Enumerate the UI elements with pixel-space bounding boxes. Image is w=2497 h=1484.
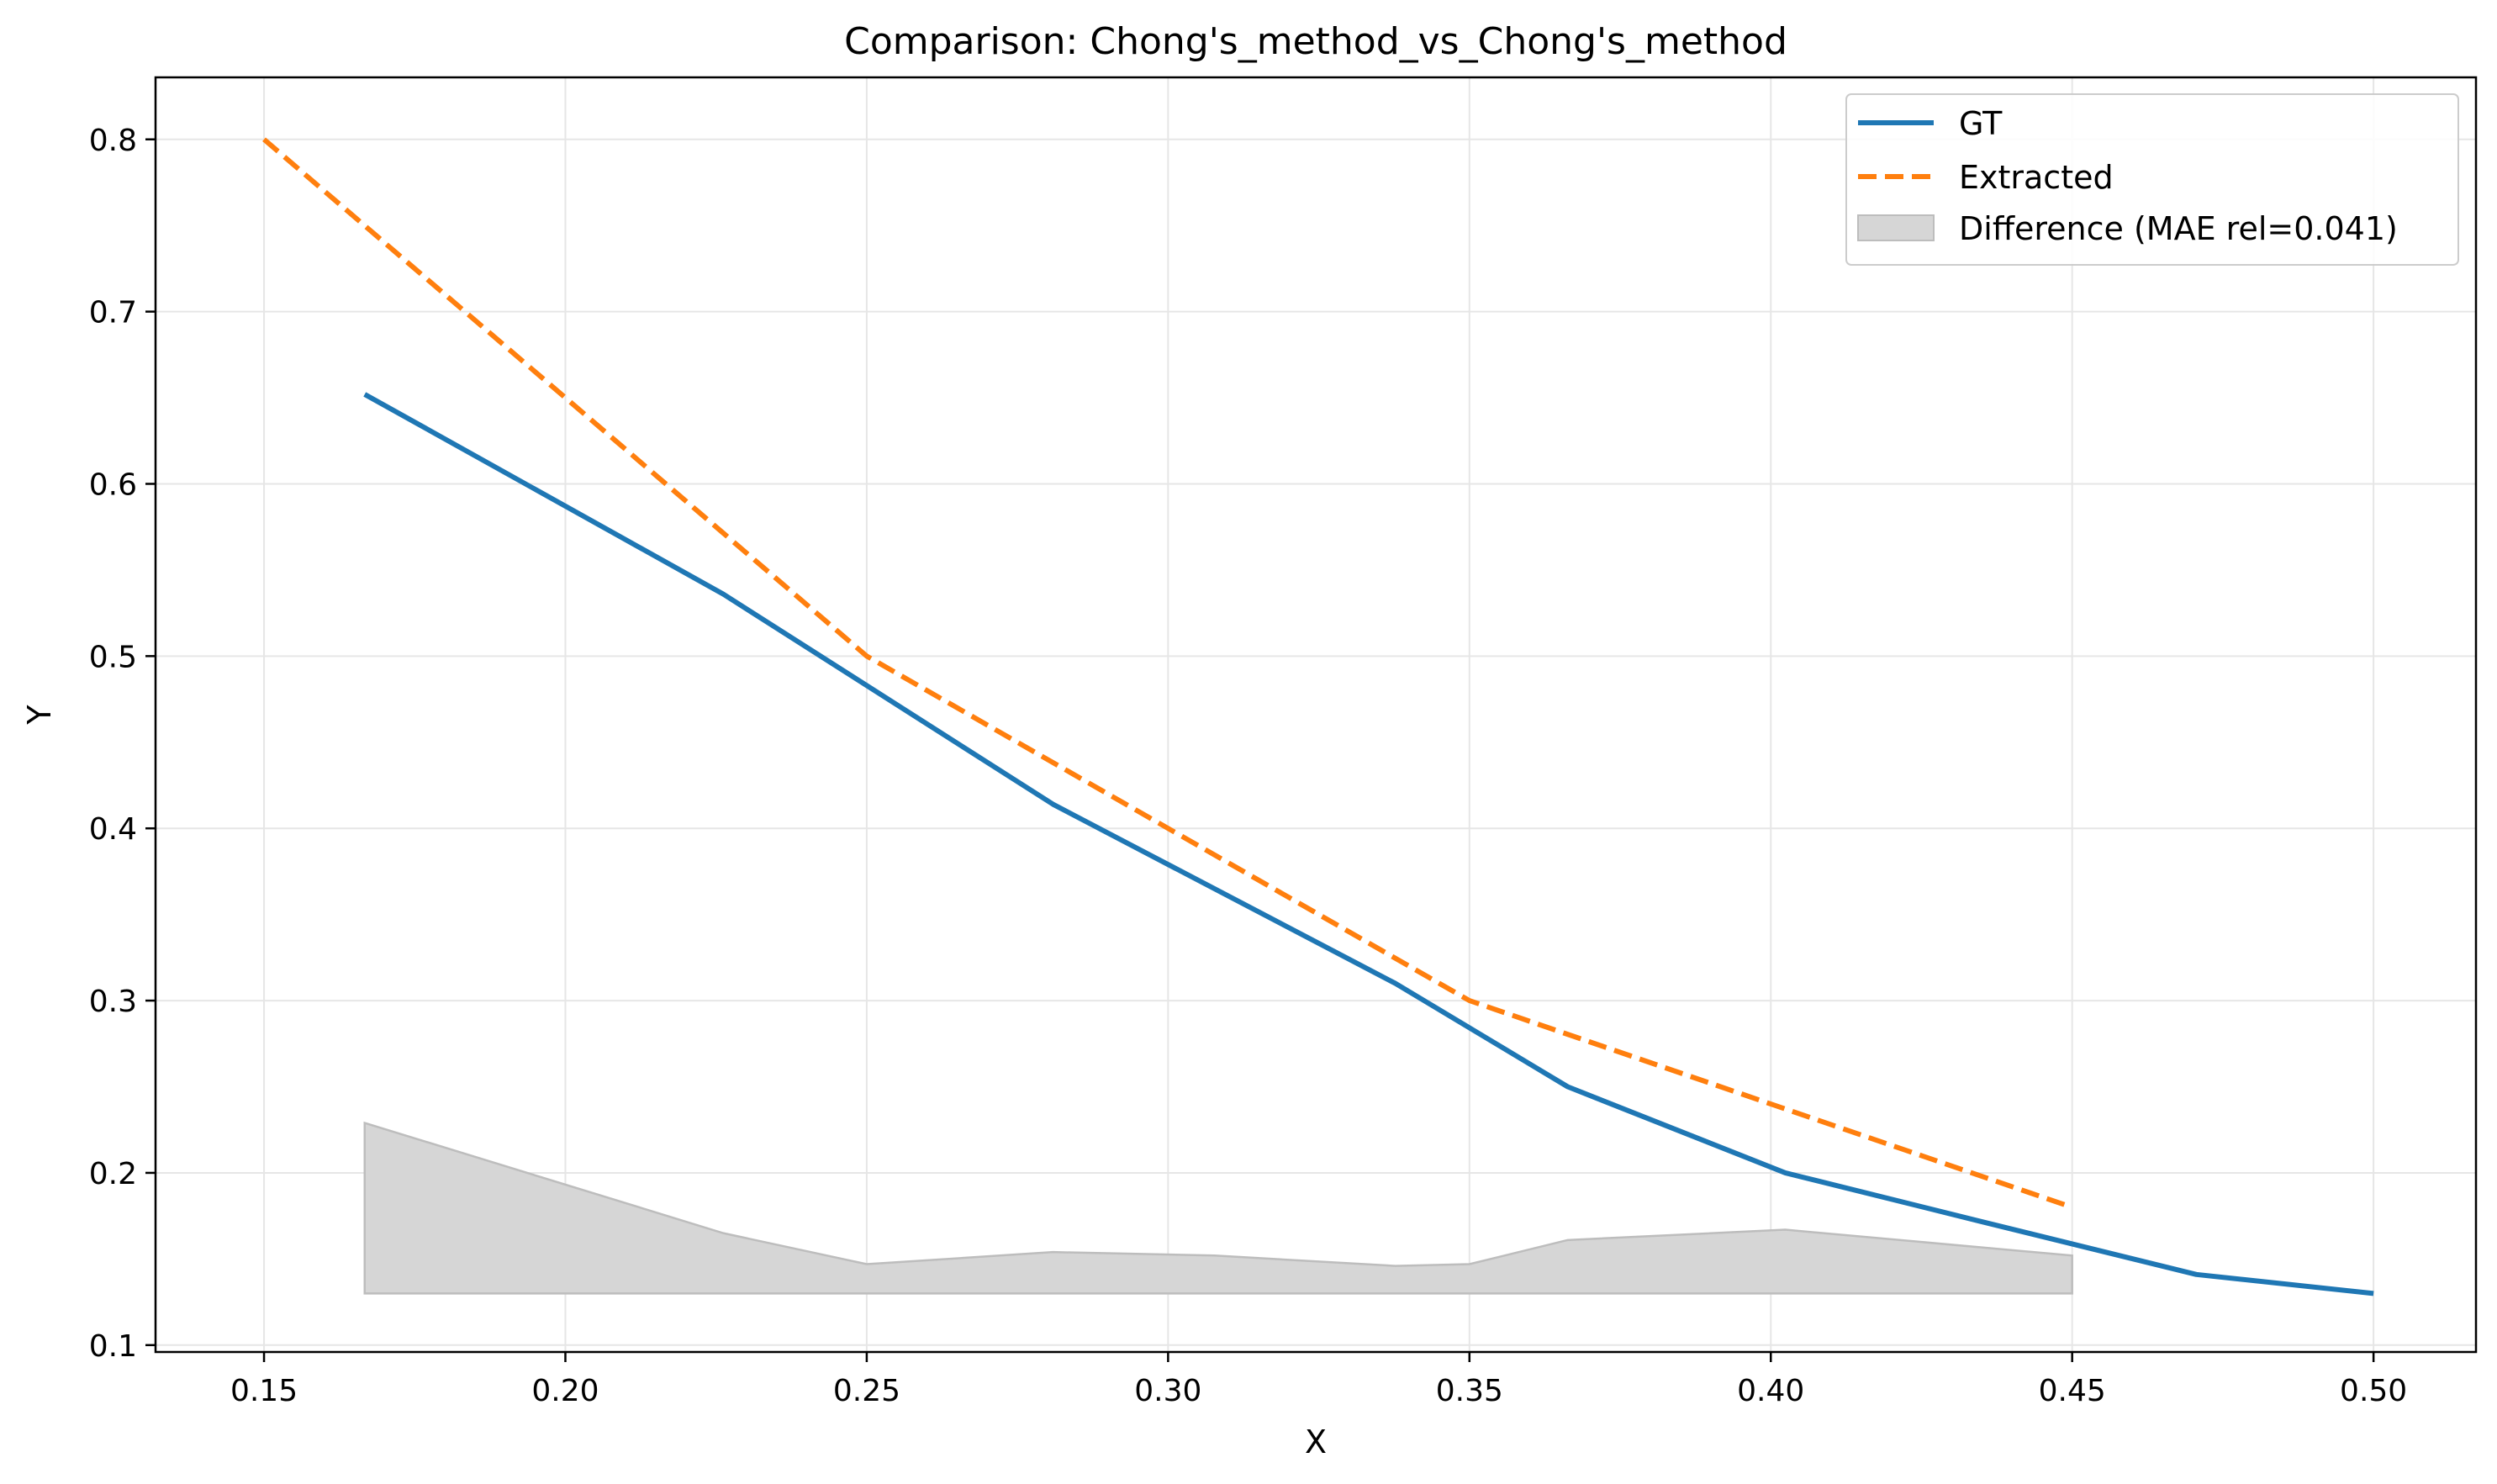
gt-series-line [363, 392, 2374, 1297]
legend-difference-swatch [1857, 214, 1935, 241]
x-tick-label: 0.40 [1737, 1374, 1804, 1408]
y-tick-label: 0.7 [89, 296, 137, 330]
axis-ticks: 0.15 0.20 0.25 0.30 0.35 0.40 0.45 0.50 0.1 0.2 0.… [89, 124, 2407, 1408]
legend-extracted-label: Extracted [1959, 159, 2114, 196]
extracted-series-line [262, 137, 2073, 1210]
x-tick-label: 0.20 [531, 1374, 599, 1408]
difference-band [363, 1121, 2073, 1295]
y-axis-label: Y [21, 705, 58, 726]
chart-title: Comparison: Chong's_method_vs_Chong's_me… [844, 20, 1787, 63]
x-tick-label: 0.35 [1436, 1374, 1503, 1408]
series-layer [262, 137, 2374, 1297]
y-tick-label: 0.6 [89, 467, 137, 502]
legend-difference-label: Difference (MAE rel=0.041) [1959, 210, 2398, 247]
plot-frame [154, 76, 2478, 1354]
x-axis-label: X [1305, 1423, 1327, 1460]
x-tick-label: 0.30 [1134, 1374, 1201, 1408]
difference-band-layer [363, 1121, 2073, 1295]
y-tick-label: 0.8 [89, 124, 137, 158]
x-tick-label: 0.25 [833, 1374, 900, 1408]
x-tick-label: 0.15 [230, 1374, 298, 1408]
legend-box [1845, 93, 2459, 266]
legend-gt-label: GT [1959, 105, 2003, 142]
legend: GT Extracted Difference (MAE rel=0.041) [1845, 93, 2459, 266]
y-tick-label: 0.2 [89, 1157, 137, 1191]
y-tick-label: 0.4 [89, 812, 137, 847]
y-tick-label: 0.5 [89, 640, 137, 674]
grid [156, 77, 2476, 1352]
y-tick-label: 0.3 [89, 985, 137, 1019]
y-tick-label: 0.1 [89, 1329, 137, 1364]
x-tick-label: 0.45 [2039, 1374, 2106, 1408]
x-tick-label: 0.50 [2340, 1374, 2407, 1408]
